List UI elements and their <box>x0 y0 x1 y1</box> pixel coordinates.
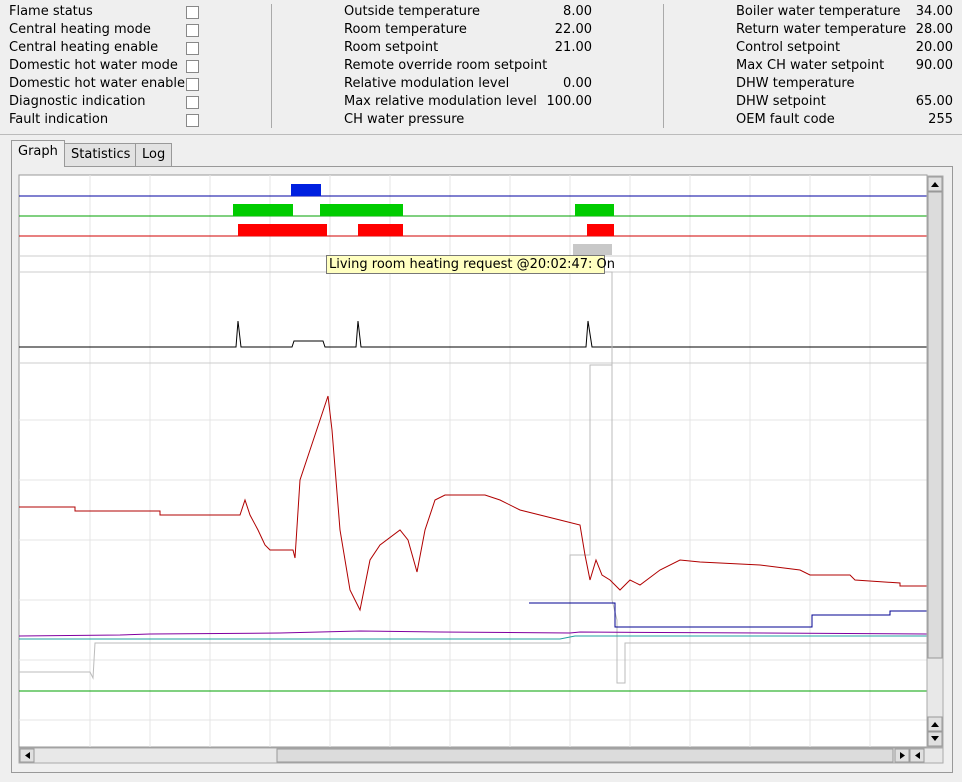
field-value: 20.00 <box>915 40 953 55</box>
field-value: 34.00 <box>915 4 953 19</box>
checkbox <box>186 96 199 109</box>
tab[interactable]: Log <box>135 143 173 166</box>
field-label: OEM fault code <box>736 112 835 127</box>
tooltip: Living room heating request @20:02:47: O… <box>326 255 615 274</box>
divider <box>271 4 272 128</box>
field-label: Outside temperature <box>344 4 481 19</box>
field-value: 21.00 <box>554 40 592 55</box>
field-value: 65.00 <box>915 94 953 109</box>
checkbox <box>186 6 199 19</box>
checkbox <box>186 60 199 73</box>
field-label: Return water temperature <box>736 22 907 37</box>
field-value: 28.00 <box>915 22 953 37</box>
field-label: Remote override room setpoint <box>344 58 548 73</box>
flag-label: Central heating mode <box>9 22 151 37</box>
flag-label: Domestic hot water enable <box>9 76 186 91</box>
field-value: 22.00 <box>554 22 592 37</box>
field-value: 8.00 <box>563 4 592 19</box>
flag-label: Domestic hot water mode <box>9 58 178 73</box>
flag-label: Diagnostic indication <box>9 94 146 109</box>
divider <box>663 4 664 128</box>
flag-label: Flame status <box>9 4 93 19</box>
checkbox <box>186 42 199 55</box>
field-label: Relative modulation level <box>344 76 510 91</box>
field-label: Room temperature <box>344 22 467 37</box>
field-label: Control setpoint <box>736 40 841 55</box>
field-value: 255 <box>928 112 953 127</box>
divider <box>0 134 962 135</box>
checkbox <box>186 114 199 127</box>
field-value: 0.00 <box>563 76 592 91</box>
field-value: 100.00 <box>546 94 593 109</box>
field-label: Boiler water temperature <box>736 4 901 19</box>
checkbox <box>186 78 199 91</box>
field-label: Max CH water setpoint <box>736 58 885 73</box>
field-label: DHW temperature <box>736 76 855 91</box>
field-label: Max relative modulation level <box>344 94 537 109</box>
flag-label: Central heating enable <box>9 40 159 55</box>
field-value: 90.00 <box>915 58 953 73</box>
checkbox <box>186 24 199 37</box>
field-label: Room setpoint <box>344 40 439 55</box>
field-label: DHW setpoint <box>736 94 826 109</box>
field-label: CH water pressure <box>344 112 465 127</box>
flag-label: Fault indication <box>9 112 109 127</box>
tab[interactable]: Graph <box>11 140 65 167</box>
